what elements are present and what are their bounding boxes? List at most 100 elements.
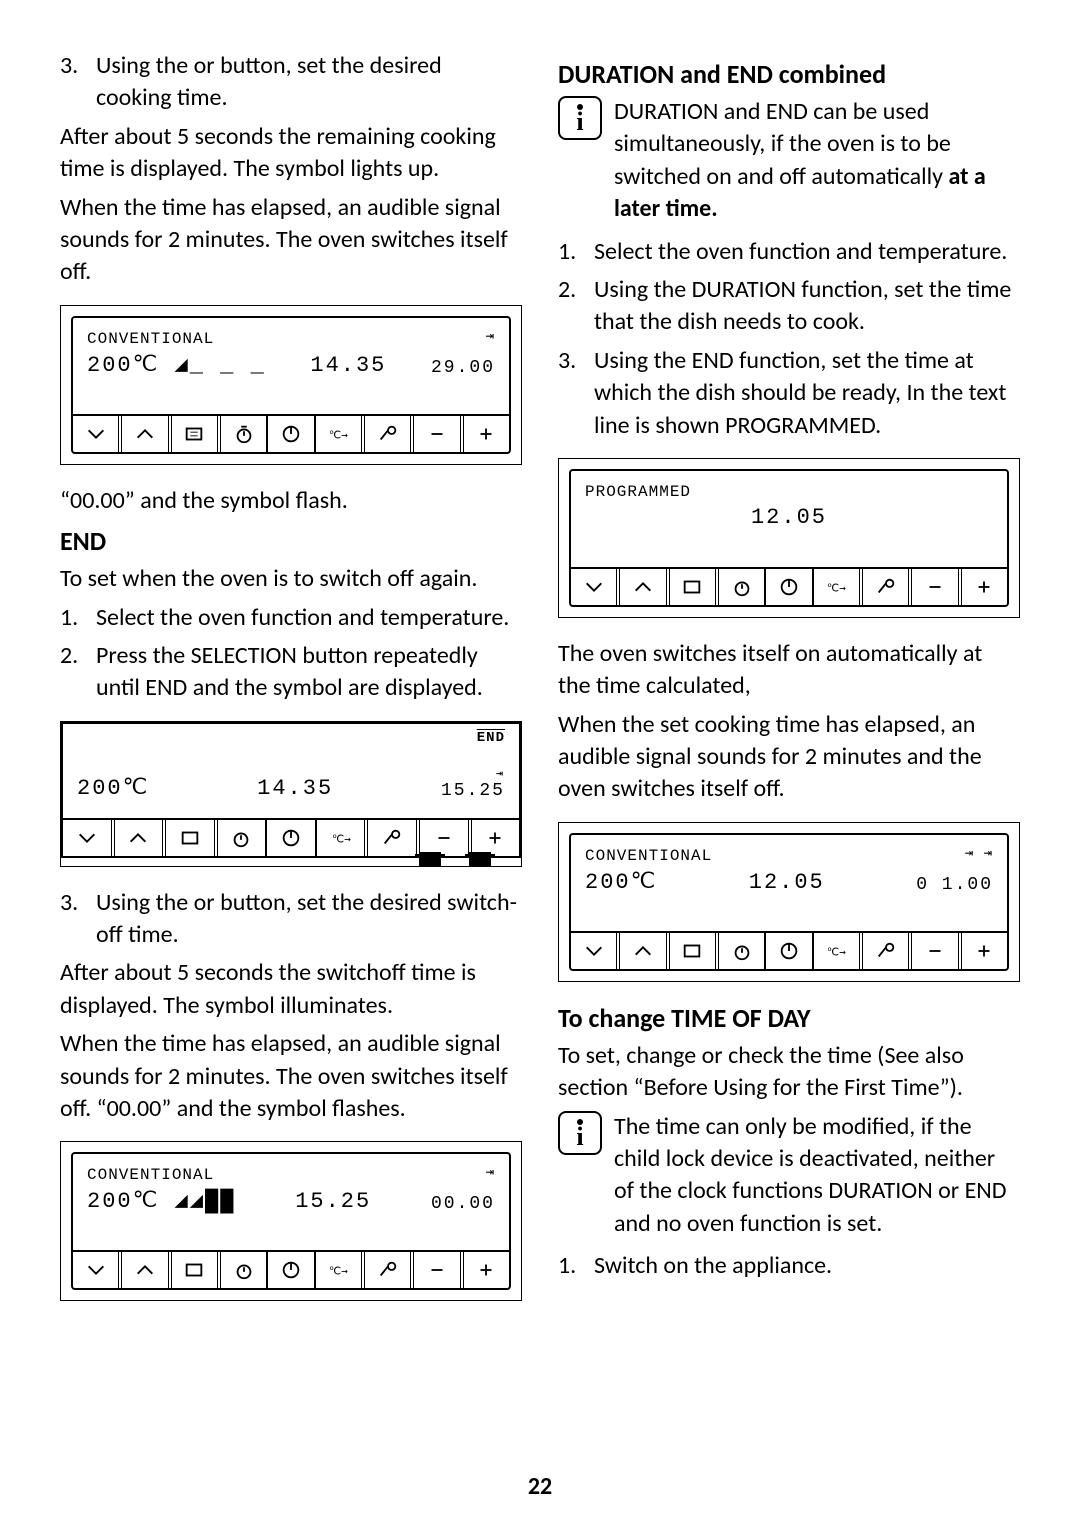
info-box-2: i The time can only be modified, if the … bbox=[558, 1111, 1020, 1241]
down-button[interactable] bbox=[571, 933, 620, 969]
up-button[interactable] bbox=[115, 820, 167, 856]
list-text: Using the END function, set the time at … bbox=[594, 345, 1020, 442]
svg-text:℃→: ℃→ bbox=[329, 1265, 348, 1278]
down-button[interactable] bbox=[73, 1252, 122, 1288]
svg-text:℃→: ℃→ bbox=[827, 581, 846, 594]
list-item: 2. Using the DURATION function, set the … bbox=[558, 274, 1020, 339]
screen-time: 12.05 bbox=[749, 870, 825, 895]
plus-button[interactable] bbox=[464, 1252, 509, 1288]
power-button[interactable] bbox=[267, 820, 317, 856]
screen-aux: 0 1.00 bbox=[916, 875, 993, 895]
minus-button[interactable] bbox=[912, 569, 961, 605]
rapid-button[interactable]: ℃→ bbox=[814, 569, 863, 605]
screen-temp: 200℃ bbox=[77, 775, 149, 801]
up-button[interactable] bbox=[620, 569, 669, 605]
list-text: Press the SELECTION button repeatedly un… bbox=[96, 640, 522, 705]
list-item: 3. Using the or button, set the desired … bbox=[60, 50, 522, 115]
screen-end-icon: ⇥ bbox=[486, 1164, 495, 1181]
list-number: 1. bbox=[558, 1250, 594, 1282]
plus-button[interactable] bbox=[962, 569, 1007, 605]
page-number: 22 bbox=[0, 1472, 1080, 1501]
screen-mode-label: CONVENTIONAL bbox=[87, 330, 495, 348]
minus-button[interactable] bbox=[912, 933, 961, 969]
rapid-button[interactable]: ℃→ bbox=[317, 820, 369, 856]
screen-time: 12.05 bbox=[751, 505, 827, 530]
screen-mode-label: CONVENTIONAL bbox=[87, 1166, 495, 1184]
info-icon: i bbox=[558, 1111, 602, 1155]
menu-button[interactable] bbox=[172, 416, 221, 452]
timer-button[interactable] bbox=[719, 933, 766, 969]
oven-display-5: CONVENTIONAL ⇥ ⇥ 200℃ 12.05 0 1.00 ℃→ bbox=[558, 822, 1020, 982]
power-button[interactable] bbox=[766, 933, 813, 969]
plus-button[interactable] bbox=[464, 416, 509, 452]
button-row: ℃→ bbox=[73, 414, 509, 452]
paragraph: When the time has elapsed, an audible si… bbox=[60, 1028, 522, 1125]
screen-aux: 00.00 bbox=[431, 1194, 495, 1214]
list-text: Using the or button, set the desired swi… bbox=[96, 887, 522, 952]
power-button[interactable] bbox=[268, 1252, 315, 1288]
info-text: The time can only be modified, if the ch… bbox=[614, 1111, 1020, 1241]
light-button[interactable] bbox=[863, 933, 912, 969]
down-button[interactable] bbox=[63, 820, 115, 856]
screen-mode-label: CONVENTIONAL bbox=[585, 847, 993, 865]
light-button[interactable] bbox=[365, 416, 414, 452]
screen-end-icon: ⇥ bbox=[486, 328, 495, 345]
list-number: 3. bbox=[558, 345, 594, 442]
list-number: 2. bbox=[60, 640, 96, 705]
list-item: 3. Using the END function, set the time … bbox=[558, 345, 1020, 442]
screen-temp: 200℃ ◢◢██ bbox=[87, 1188, 235, 1214]
list-number: 1. bbox=[558, 236, 594, 268]
up-button[interactable] bbox=[122, 1252, 171, 1288]
menu-button[interactable] bbox=[670, 569, 719, 605]
light-button[interactable] bbox=[863, 569, 912, 605]
minus-button[interactable] bbox=[414, 416, 463, 452]
screen-end-icon: ⇥ ⇥ bbox=[965, 845, 993, 862]
timer-button[interactable] bbox=[218, 820, 268, 856]
list-number: 3. bbox=[60, 50, 96, 115]
screen-time: 14.35 bbox=[310, 353, 386, 378]
rapid-button[interactable]: ℃→ bbox=[316, 1252, 365, 1288]
list-number: 2. bbox=[558, 274, 594, 339]
paragraph: To set, change or check the time (See al… bbox=[558, 1040, 1020, 1105]
timer-button[interactable] bbox=[221, 416, 268, 452]
svg-text:℃→: ℃→ bbox=[329, 428, 348, 441]
duration-end-heading: DURATION and END combined bbox=[558, 58, 1020, 90]
down-button[interactable] bbox=[571, 569, 620, 605]
oven-display-2: END 200℃ 14.35 ⇥15.25 ℃→ bbox=[60, 721, 522, 867]
list-number: 1. bbox=[60, 602, 96, 634]
minus-button[interactable] bbox=[420, 820, 472, 856]
rapid-button[interactable]: ℃→ bbox=[814, 933, 863, 969]
list-text: Select the oven function and temperature… bbox=[96, 602, 522, 634]
svg-text:℃→: ℃→ bbox=[331, 832, 350, 845]
paragraph: After about 5 seconds the switchoff time… bbox=[60, 957, 522, 1022]
plus-button[interactable] bbox=[472, 820, 520, 856]
oven-display-3: CONVENTIONAL ⇥ 200℃ ◢◢██ 15.25 00.00 ℃→ bbox=[60, 1141, 522, 1301]
rapid-button[interactable]: ℃→ bbox=[316, 416, 365, 452]
timer-button[interactable] bbox=[221, 1252, 268, 1288]
down-button[interactable] bbox=[73, 416, 122, 452]
time-of-day-heading: To change TIME OF DAY bbox=[558, 1002, 1020, 1034]
menu-button[interactable] bbox=[670, 933, 719, 969]
list-text: Switch on the appliance. bbox=[594, 1250, 1020, 1282]
light-button[interactable] bbox=[365, 1252, 414, 1288]
up-button[interactable] bbox=[620, 933, 669, 969]
right-column: DURATION and END combined i DURATION and… bbox=[558, 50, 1020, 1321]
list-item: 2. Press the SELECTION button repeatedly… bbox=[60, 640, 522, 705]
menu-button[interactable] bbox=[166, 820, 218, 856]
list-item: 1. Switch on the appliance. bbox=[558, 1250, 1020, 1282]
screen: CONVENTIONAL ⇥ 200℃ ◢_ _ _ 14.35 29.00 bbox=[73, 318, 509, 414]
timer-button[interactable] bbox=[719, 569, 766, 605]
list-item: 3. Using the or button, set the desired … bbox=[60, 887, 522, 952]
power-button[interactable] bbox=[766, 569, 813, 605]
power-button[interactable] bbox=[268, 416, 315, 452]
menu-button[interactable] bbox=[172, 1252, 221, 1288]
list-number: 3. bbox=[60, 887, 96, 952]
minus-button[interactable] bbox=[414, 1252, 463, 1288]
paragraph: After about 5 seconds the remaining cook… bbox=[60, 121, 522, 186]
screen-aux: ⇥15.25 bbox=[441, 766, 505, 801]
screen-temp: 200℃ ◢_ _ _ bbox=[87, 352, 266, 378]
left-column: 3. Using the or button, set the desired … bbox=[60, 50, 522, 1321]
up-button[interactable] bbox=[122, 416, 171, 452]
plus-button[interactable] bbox=[962, 933, 1007, 969]
light-button[interactable] bbox=[368, 820, 420, 856]
